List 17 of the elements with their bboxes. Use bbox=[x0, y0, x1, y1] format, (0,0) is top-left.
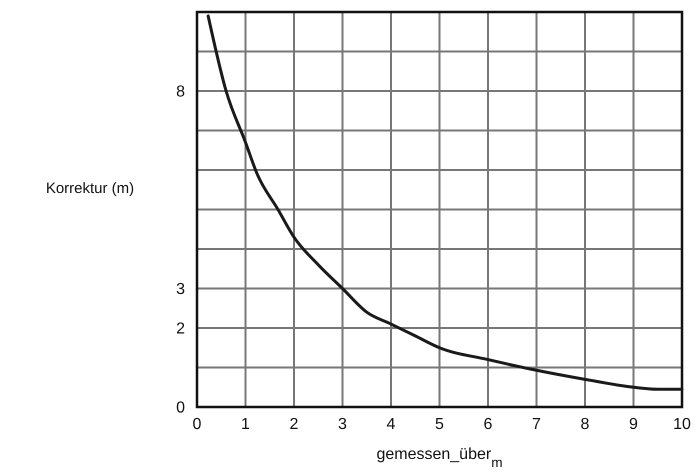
x-tick-label: 6 bbox=[484, 416, 493, 433]
y-tick-label: 0 bbox=[176, 400, 186, 417]
x-axis-title: gemessen_über$_{m}$ bbox=[376, 446, 503, 470]
y-tick-label: 3 bbox=[176, 281, 186, 298]
y-tick-label: 2 bbox=[176, 320, 186, 338]
x-tick-label: 5 bbox=[435, 416, 444, 433]
x-tick-label: 7 bbox=[532, 416, 542, 433]
x-tick-label: 10 bbox=[673, 416, 691, 433]
x-tick-label: 0 bbox=[192, 416, 202, 433]
x-tick-label: 8 bbox=[580, 416, 590, 433]
y-axis-title: Korrektur (m) bbox=[46, 180, 134, 197]
x-tick-label: 2 bbox=[290, 416, 299, 433]
y-tick-label: 8 bbox=[176, 84, 186, 101]
x-tick-label: 1 bbox=[241, 416, 250, 433]
x-tick-label: 4 bbox=[386, 416, 396, 433]
x-tick-label: 9 bbox=[629, 416, 638, 433]
x-tick-label: 3 bbox=[338, 416, 348, 433]
